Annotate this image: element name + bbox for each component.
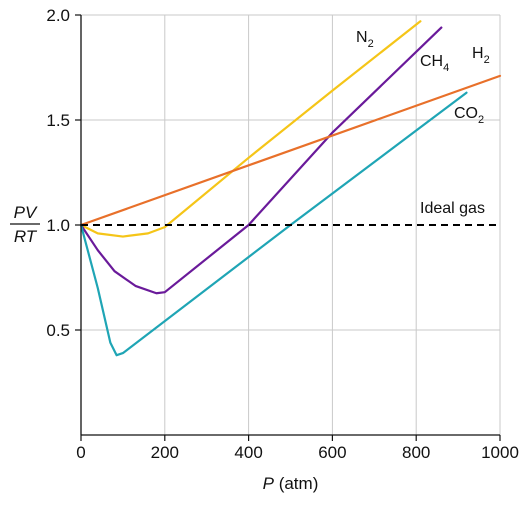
x-tick-label: 800	[402, 443, 430, 462]
y-tick-label: 1.0	[46, 216, 70, 235]
series-line-ch4	[79, 26, 443, 295]
x-tick-label: 1000	[481, 443, 519, 462]
y-axis-label-denominator: RT	[14, 227, 38, 246]
series-label-name: CH	[420, 53, 443, 70]
x-axis-label-var: P	[263, 474, 275, 493]
series-label-n2: N2	[356, 29, 374, 50]
y-tick-label: 2.0	[46, 6, 70, 25]
x-tick-label: 600	[318, 443, 346, 462]
x-axis-label-unit: (atm)	[274, 474, 318, 493]
series-label-name: CO	[454, 105, 478, 122]
series-label-subscript: 2	[484, 54, 490, 66]
series-label-subscript: 4	[443, 62, 449, 74]
series-lines	[79, 20, 502, 357]
series-label-co2: CO2	[454, 105, 484, 126]
axes	[75, 14, 501, 441]
y-axis-label-numerator: PV	[14, 203, 38, 222]
grid	[81, 14, 501, 435]
x-tick-label: 200	[151, 443, 179, 462]
series-line-h2	[79, 74, 502, 227]
series-label-name: H	[472, 45, 484, 62]
series-label-ideal-gas: Ideal gas	[420, 200, 485, 217]
tick-labels: 0 200 400 600 800 1000 0.5 1.0 1.5 2.0	[46, 6, 519, 462]
y-tick-label: 0.5	[46, 321, 70, 340]
series-label-name: Ideal gas	[420, 200, 485, 217]
x-tick-label: 400	[234, 443, 262, 462]
y-tick-label: 1.5	[46, 111, 70, 130]
series-line-n2	[79, 20, 422, 238]
series-label-name: N	[356, 29, 368, 46]
series-label-subscript: 2	[478, 114, 484, 126]
series-label-subscript: 2	[368, 38, 374, 50]
axis-labels: P (atm) PV RT	[10, 203, 318, 493]
x-axis-label: P (atm)	[263, 474, 319, 493]
series-label-h2: H2	[472, 45, 490, 66]
series-line-co2	[79, 91, 468, 357]
x-tick-label: 0	[76, 443, 85, 462]
series-label-ch4: CH4	[420, 53, 449, 74]
